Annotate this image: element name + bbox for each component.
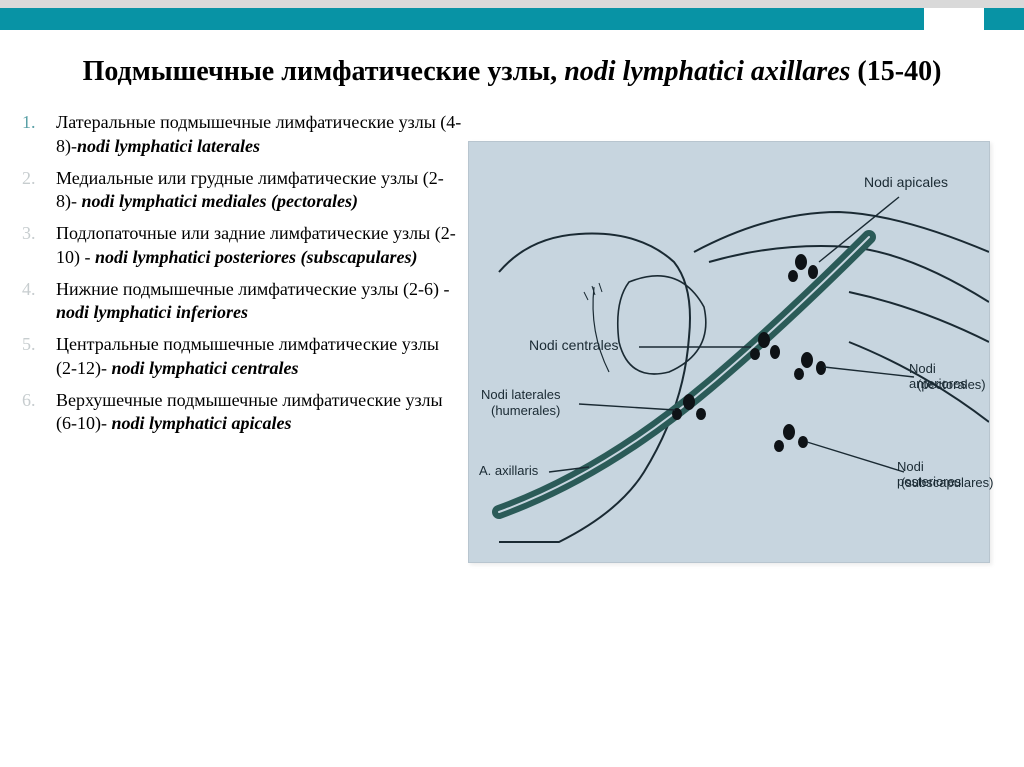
list-item: Подлопаточные или задние лимфатические у…	[22, 222, 462, 270]
label-anteriores-2: (pectorales)	[917, 378, 986, 393]
item-ru: Нижние подмышечные лимфатические узлы (2…	[56, 279, 449, 299]
label-posteriores-2: (subscapulares)	[901, 476, 994, 491]
content-row: Латеральные подмышечные лимфатические уз…	[22, 111, 1002, 563]
label-laterales-1: Nodi laterales	[481, 388, 561, 403]
topbar-outer	[0, 0, 1024, 8]
label-axillaris: A. axillaris	[479, 464, 538, 479]
item-latin: nodi lymphatici inferiores	[56, 302, 248, 322]
label-apicales: Nodi apicales	[864, 174, 948, 190]
node-list: Латеральные подмышечные лимфатические уз…	[22, 111, 462, 436]
list-item: Латеральные подмышечные лимфатические уз…	[22, 111, 462, 159]
title-ru: Подмышечные лимфатические узлы,	[83, 56, 558, 87]
list-item: Медиальные или грудные лимфатические узл…	[22, 167, 462, 215]
topbar-accent	[0, 8, 1024, 30]
title-latin: nodi lymphatici axillares	[564, 56, 850, 87]
page-title: Подмышечные лимфатические узлы, nodi lym…	[52, 54, 972, 89]
item-latin: nodi lymphatici centrales	[111, 358, 298, 378]
anatomy-figure: Nodi apicales Nodi centrales Nodi latera…	[468, 141, 990, 563]
list-item: Верхушечные подмышечные лимфатические уз…	[22, 389, 462, 437]
list-column: Латеральные подмышечные лимфатические уз…	[22, 111, 462, 444]
list-item: Нижние подмышечные лимфатические узлы (2…	[22, 278, 462, 326]
title-count: (15-40)	[857, 56, 941, 87]
item-latin: nodi lymphatici laterales	[77, 136, 260, 156]
item-latin: nodi lymphatici apicales	[111, 413, 291, 433]
item-latin: nodi lymphatici mediales (pectorales)	[82, 191, 358, 211]
item-latin: nodi lymphatici posteriores (subscapular…	[95, 247, 418, 267]
list-item: Центральные подмышечные лимфатические уз…	[22, 333, 462, 381]
label-centrales: Nodi centrales	[529, 337, 619, 353]
figure-column: Nodi apicales Nodi centrales Nodi latera…	[468, 141, 1002, 563]
slide-body: Подмышечные лимфатические узлы, nodi lym…	[0, 30, 1024, 573]
label-laterales-2: (humerales)	[491, 404, 560, 419]
